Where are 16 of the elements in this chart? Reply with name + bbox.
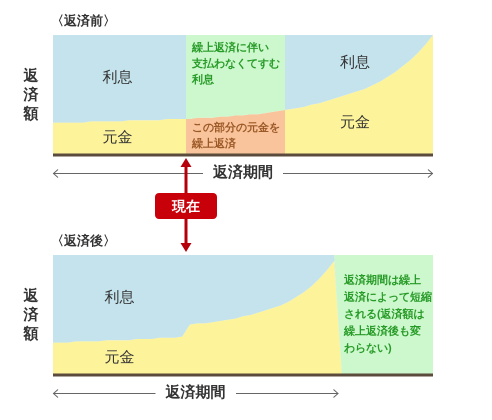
text: 元金 [340,114,370,132]
series-label: 元金 [104,348,134,367]
y-axis-title: 返済額 [23,286,39,344]
x-axis-title: 返済期間 [164,384,226,402]
text: 現在 [155,193,217,219]
chart-title: 〈返済後〉 [51,232,116,249]
text: 繰上返済に伴い支払わなくてすむ利息 [192,42,280,86]
text: この部分の元金を繰上返済 [192,122,280,150]
x-axis-title: 返済期間 [212,164,274,182]
chart-title: 〈返済前〉 [51,12,116,29]
text: 返済期間は繰上返済によって短縮される(返済額は繰上返済後も変わらない) [344,274,432,354]
y-axis-title: 返済額 [23,66,39,124]
series-label: 元金 [102,129,133,148]
text: 利息 [102,69,133,86]
series-label: 利息 [340,54,370,72]
series-label: 利息 [104,288,134,307]
